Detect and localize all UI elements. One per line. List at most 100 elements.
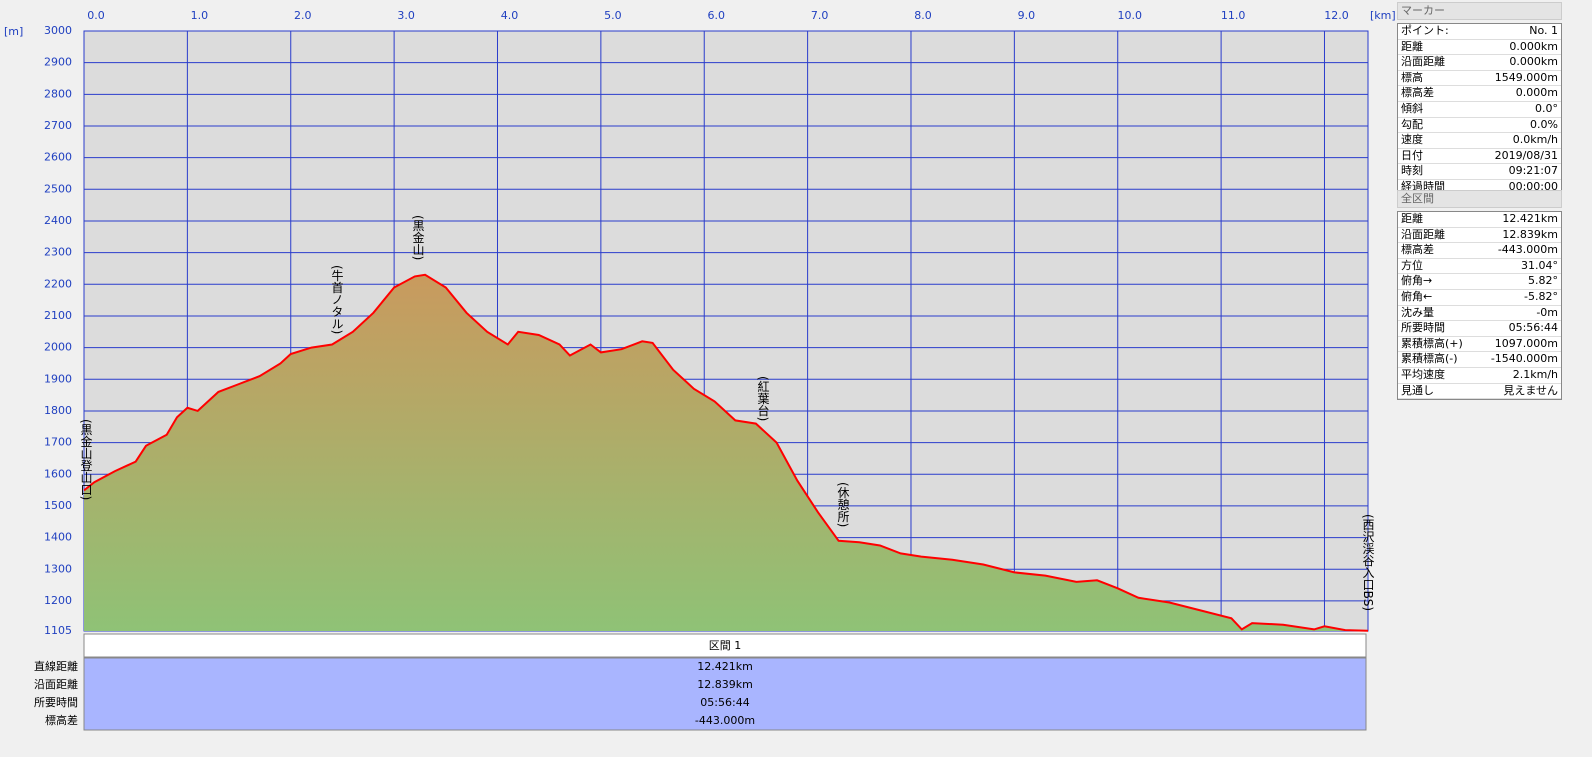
profile-line — [83, 273, 1369, 632]
y-tick-label: 3000 — [44, 24, 72, 37]
panel-row: 見通し 見えません — [1398, 383, 1561, 400]
panel-row: 速度 0.0km/h — [1398, 133, 1561, 149]
panel-label: 勾配 — [1401, 117, 1423, 131]
y-tick-label: 2700 — [44, 119, 72, 132]
panel-row: 累積標高(+) 1097.000m — [1398, 336, 1561, 353]
panel-value: -5.82° — [1524, 289, 1558, 303]
x-tick-label: 9.0 — [1018, 9, 1036, 22]
section-value: 12.421km — [697, 660, 753, 673]
panel-value: 5.82° — [1528, 274, 1558, 288]
panel-label: 標高差 — [1401, 86, 1434, 100]
y-tick-label: 1400 — [44, 531, 72, 544]
section-title: 区間 1 — [709, 639, 742, 652]
y-tick-label: 2100 — [44, 309, 72, 322]
y-tick-label: 1600 — [44, 467, 72, 480]
panel-label: 傾斜 — [1401, 101, 1423, 115]
annotation: (牛首ノタル) — [330, 265, 344, 334]
panel-label: 見通し — [1401, 383, 1434, 397]
section-label: 所要時間 — [34, 696, 78, 709]
panel-label: 平均速度 — [1401, 367, 1445, 381]
y-tick-label: 1105 — [44, 624, 72, 637]
section-value: -443.000m — [695, 714, 755, 727]
section-label: 沿面距離 — [34, 677, 78, 691]
y-tick-label: 1700 — [44, 436, 72, 449]
x-tick-label: 5.0 — [604, 9, 622, 22]
panel-value: No. 1 — [1529, 24, 1558, 37]
panel-label: 標高 — [1401, 70, 1423, 84]
y-tick-label: 1200 — [44, 594, 72, 607]
panel-value: 0.000km — [1509, 55, 1558, 69]
panel-value: 見えません — [1503, 383, 1558, 397]
panel-label: 速度 — [1401, 133, 1423, 147]
panel-value: -0m — [1536, 305, 1558, 319]
panel-label: 累積標高(+) — [1401, 336, 1463, 350]
panel-row: 距離 0.000km — [1398, 39, 1561, 56]
total-rows: 距離 12.421km 沿面距離 12.839km 標高差 -443.000m 方位 31.0… — [1397, 211, 1562, 401]
panel-value: 05:56:44 — [1508, 321, 1558, 335]
annotation: (黒金山登山口) — [79, 419, 93, 500]
y-tick-label: 1500 — [44, 499, 72, 512]
x-tick-label: 12.0 — [1324, 9, 1349, 22]
section-value: 05:56:44 — [700, 696, 749, 709]
panel-value: 1097.000m — [1494, 336, 1558, 350]
marker-rows: ポイント: No. 1 距離 0.000km 沿面距離 0.000km 標高 1549.000… — [1397, 23, 1562, 197]
y-tick-label: 2300 — [44, 246, 72, 259]
panel-value: 2.1km/h — [1512, 367, 1558, 381]
x-tick-label: 7.0 — [811, 9, 829, 22]
panel-title: マーカー — [1397, 2, 1562, 20]
panel-label: 俯角→ — [1401, 274, 1433, 288]
panel-label: 所要時間 — [1401, 321, 1445, 335]
panel-value: 09:21:07 — [1508, 164, 1558, 178]
panel-row: 時刻 09:21:07 — [1398, 164, 1561, 180]
x-unit: [km] — [1370, 9, 1395, 22]
annotation: (休憩所) — [836, 482, 850, 527]
y-tick-label: 2900 — [44, 56, 72, 69]
panel-row: 日付 2019/08/31 — [1398, 148, 1561, 165]
annotation: (西沢渓谷入口BS) — [1361, 514, 1375, 611]
panel-value: -443.000m — [1497, 243, 1558, 257]
panel-title: 全区間 — [1397, 190, 1562, 208]
panel-value: 0.000m — [1515, 86, 1558, 100]
panel-value: 12.421km — [1502, 212, 1558, 225]
section-body — [83, 657, 1367, 731]
y-tick-label: 2000 — [44, 341, 72, 354]
panel-row: 俯角← -5.82° — [1398, 289, 1561, 306]
section-label: 標高差 — [45, 713, 78, 727]
panel-row: 俯角→ 5.82° — [1398, 274, 1561, 290]
x-tick-label: 3.0 — [397, 9, 415, 22]
x-tick-label: 4.0 — [501, 9, 519, 22]
marker-panel: マーカー ポイント: No. 1 距離 0.000km 沿面距離 0.000km 標高 154… — [1397, 2, 1562, 197]
y-unit: [m] — [4, 25, 23, 38]
y-tick-label: 1900 — [44, 372, 72, 385]
annotation: (黒金山) — [411, 215, 425, 260]
chart: [m] [km] (黒金山登山口) (牛首ノタル) (黒金山) (紅葉台) (休憩所) (… — [4, 9, 1395, 731]
panel-label: 標高差 — [1401, 243, 1434, 257]
y-tick-label: 1300 — [44, 562, 72, 575]
panel-label: 距離 — [1401, 212, 1423, 225]
x-tick-label: 0.0 — [87, 9, 105, 22]
panel-label: 沈み量 — [1401, 305, 1434, 319]
y-tick-label: 1800 — [44, 404, 72, 417]
panel-value: 2019/08/31 — [1494, 148, 1558, 162]
panel-label: 沿面距離 — [1401, 55, 1445, 69]
panel-row: 距離 12.421km — [1398, 212, 1561, 228]
panel-row: ポイント: No. 1 — [1398, 24, 1561, 40]
panel-label: 俯角← — [1401, 289, 1433, 303]
x-tick-label: 10.0 — [1117, 9, 1142, 22]
panel-value: 0.0% — [1530, 117, 1558, 131]
panel-label: 距離 — [1401, 39, 1423, 53]
panel-value: 0.0° — [1535, 101, 1558, 115]
panel-row: 標高差 -443.000m — [1398, 243, 1561, 259]
x-tick-label: 6.0 — [707, 9, 725, 22]
x-tick-label: 2.0 — [294, 9, 312, 22]
section-label: 直線距離 — [34, 659, 78, 673]
panel-label: 沿面距離 — [1401, 227, 1445, 241]
section-value: 12.839km — [697, 678, 753, 691]
panel-label: 経過時間 — [1401, 179, 1445, 193]
panel-row: 標高差 0.000m — [1398, 86, 1561, 102]
y-tick-label: 2200 — [44, 277, 72, 290]
annotation: (紅葉台) — [756, 376, 770, 421]
x-tick-label: 8.0 — [914, 9, 932, 22]
panel-row: 沿面距離 0.000km — [1398, 55, 1561, 71]
